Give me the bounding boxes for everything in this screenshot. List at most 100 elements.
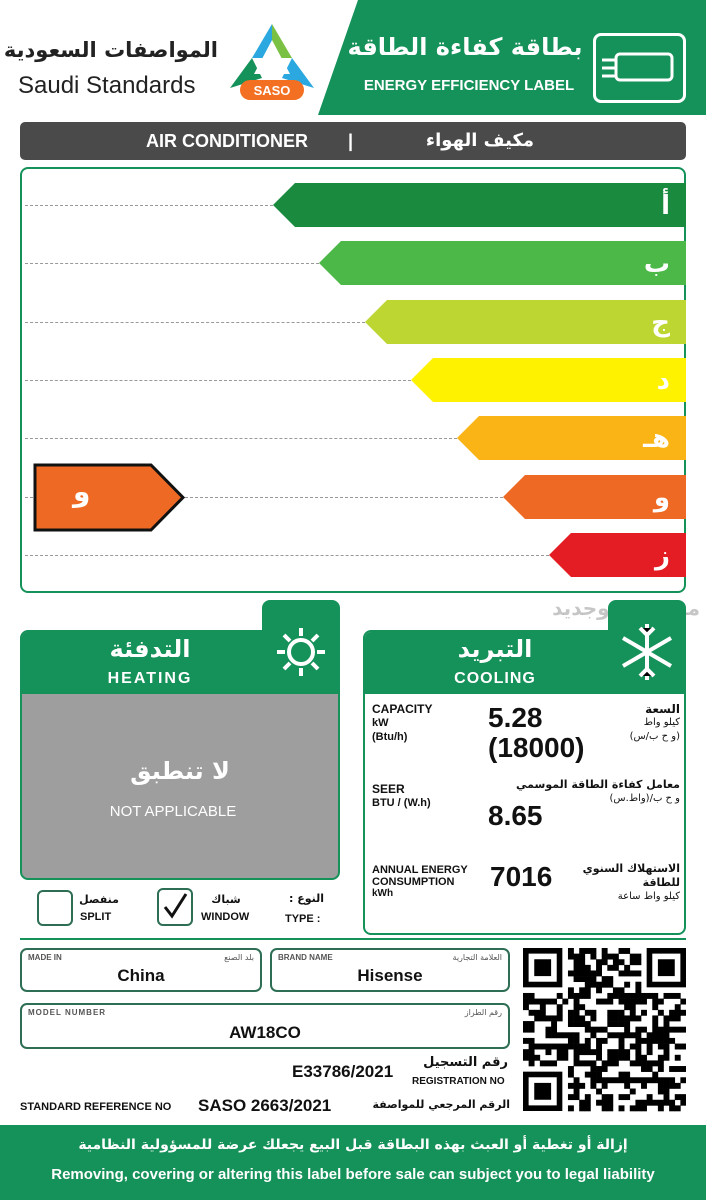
- grade-label: د: [656, 366, 670, 396]
- model-field: MODEL NUMBER رقم الطراز AW18CO: [20, 1003, 510, 1049]
- annual-label-1: ANNUAL ENERGY: [372, 864, 468, 876]
- seer-arabic: معامل كفاءة الطاقة الموسمي و ح ب/(واط.س): [516, 778, 680, 806]
- saso-logo-text: SASO: [254, 83, 291, 98]
- model-label-arabic: رقم الطراز: [464, 1008, 502, 1017]
- sun-icon: [262, 600, 340, 692]
- cooling-title-english: COOLING: [454, 670, 536, 687]
- grade-label: ج: [651, 308, 670, 338]
- grade-guide-line: [25, 322, 365, 323]
- capacity-kw-value: 5.28: [488, 702, 543, 733]
- grade-bar: د: [411, 358, 686, 402]
- registration-label: REGISTRATION NO: [412, 1076, 505, 1087]
- seer-label: SEER: [372, 782, 405, 796]
- label-title-arabic: بطاقة كفاءة الطاقة: [347, 33, 583, 61]
- legal-footer: إزالة أو تغطية أو العبث بهذه البطاقة قبل…: [0, 1125, 706, 1200]
- annual-label-2: CONSUMPTION: [372, 876, 455, 888]
- type-window-label: WINDOW: [201, 911, 250, 923]
- header-banner: [318, 0, 706, 115]
- annual-consumption-value: 7016: [490, 861, 553, 892]
- annual-label-arabic: الاستهلاك السنوي: [582, 862, 680, 875]
- capacity-arabic: السعة كيلو واط (و ح ب/س): [608, 702, 680, 744]
- grade-label: أ: [661, 191, 670, 221]
- annual-arabic: الاستهلاك السنوي للطاقة كيلو واط ساعة: [570, 862, 680, 904]
- type-split-label: SPLIT: [80, 911, 112, 923]
- capacity-label-arabic: السعة: [645, 702, 680, 716]
- made-in-label-arabic: بلد الصنع: [224, 953, 254, 962]
- grade-bar: ز: [549, 533, 686, 577]
- grade-label: و: [653, 483, 670, 513]
- type-label: TYPE :: [285, 913, 321, 925]
- model-value: AW18CO: [229, 1023, 301, 1042]
- heating-title-arabic: التدفئة: [109, 635, 191, 663]
- product-name-arabic: مكيف الهواء: [425, 130, 535, 151]
- grade-label: ب: [643, 249, 670, 279]
- qr-code[interactable]: [523, 948, 687, 1112]
- standard-reference-label-arabic: الرقم المرجعي للمواصفة: [372, 1098, 511, 1111]
- capacity-btu-value: (18000): [488, 732, 585, 763]
- seer-label-arabic: معامل كفاءة الطاقة الموسمي: [516, 778, 680, 791]
- type-window-checkbox[interactable]: [157, 888, 193, 926]
- type-split-checkbox[interactable]: [37, 890, 73, 926]
- grade-guide-line: [25, 263, 319, 264]
- made-in-value: China: [117, 966, 165, 985]
- registration-value: E33786/2021: [292, 1062, 394, 1081]
- grade-label: ز: [655, 541, 670, 571]
- standard-reference-value: SASO 2663/2021: [198, 1096, 332, 1115]
- capacity-label: CAPACITY: [372, 702, 433, 716]
- legal-warning-english: Removing, covering or altering this labe…: [51, 1166, 655, 1183]
- brand-field: BRAND NAME العلامة التجارية Hisense: [270, 948, 510, 992]
- label-title-english: ENERGY EFFICIENCY LABEL: [363, 77, 575, 94]
- type-window-label-arabic: شباك: [211, 893, 241, 906]
- capacity-unit-btu: (Btu/h): [372, 731, 408, 743]
- heating-not-applicable-arabic: لا تنطبق: [130, 757, 230, 785]
- capacity-unit-arabic: كيلو واط: [643, 717, 680, 728]
- product-separator: |: [348, 131, 354, 151]
- divider: [20, 938, 686, 940]
- capacity-label-group: CAPACITY kW (Btu/h): [372, 702, 432, 744]
- saso-name-english: Saudi Standards: [18, 72, 196, 99]
- annual-label-group: ANNUAL ENERGY CONSUMPTION kWh: [372, 864, 468, 900]
- current-rating-label: و: [73, 475, 91, 508]
- model-label: MODEL NUMBER: [28, 1008, 107, 1017]
- capacity-unit-kw: kW: [372, 717, 389, 729]
- current-rating-indicator: و: [33, 463, 186, 532]
- type-split-label-arabic: منفصل: [79, 893, 119, 906]
- made-in-field: MADE IN بلد الصنع China: [20, 948, 262, 992]
- grade-bar: أ: [273, 183, 686, 227]
- grade-bar: هـ: [457, 416, 686, 460]
- registration-label-arabic: رقم التسجيل: [423, 1055, 508, 1070]
- made-in-label: MADE IN: [28, 953, 62, 962]
- seer-unit-arabic: و ح ب/(واط.س): [609, 793, 680, 804]
- indicator-arrow: [33, 463, 186, 532]
- saso-logo: SASO: [222, 18, 322, 106]
- capacity-values: 5.28 (18000): [488, 703, 585, 763]
- heating-title-english: HEATING: [107, 670, 193, 687]
- grade-bar: ب: [319, 241, 686, 285]
- seer-unit: BTU / (W.h): [372, 797, 431, 809]
- heating-not-applicable: NOT APPLICABLE: [109, 803, 237, 820]
- brand-label-arabic: العلامة التجارية: [452, 953, 502, 962]
- legal-warning-arabic: إزالة أو تغطية أو العبث بهذه البطاقة قبل…: [78, 1137, 628, 1153]
- brand-value: Hisense: [357, 966, 423, 985]
- checkmark-icon: [163, 893, 188, 919]
- annual-unit-arabic: كيلو واط ساعة: [617, 891, 680, 902]
- cooling-title-arabic: التبريد: [457, 635, 533, 663]
- air-conditioner-icon: [593, 33, 686, 103]
- grade-bar: و: [503, 475, 686, 519]
- snowflake-icon: [608, 600, 686, 692]
- grade-guide-line: [25, 555, 549, 556]
- grade-label: هـ: [643, 424, 670, 454]
- grade-guide-line: [25, 380, 411, 381]
- grade-guide-line: [25, 438, 457, 439]
- saso-name-arabic: المواصفات السعودية: [3, 38, 218, 62]
- seer-value: 8.65: [488, 800, 543, 831]
- grade-guide-line: [25, 497, 503, 498]
- product-name-english: AIR CONDITIONER: [146, 131, 308, 151]
- capacity-unit2-arabic: (و ح ب/س): [629, 731, 680, 742]
- type-label-arabic: النوع :: [288, 892, 324, 905]
- annual-unit: kWh: [372, 888, 394, 899]
- annual-label2-arabic: للطاقة: [642, 876, 680, 889]
- grade-bar: ج: [365, 300, 686, 344]
- grade-guide-line: [25, 205, 273, 206]
- standard-reference-label: STANDARD REFERENCE NO: [20, 1101, 172, 1113]
